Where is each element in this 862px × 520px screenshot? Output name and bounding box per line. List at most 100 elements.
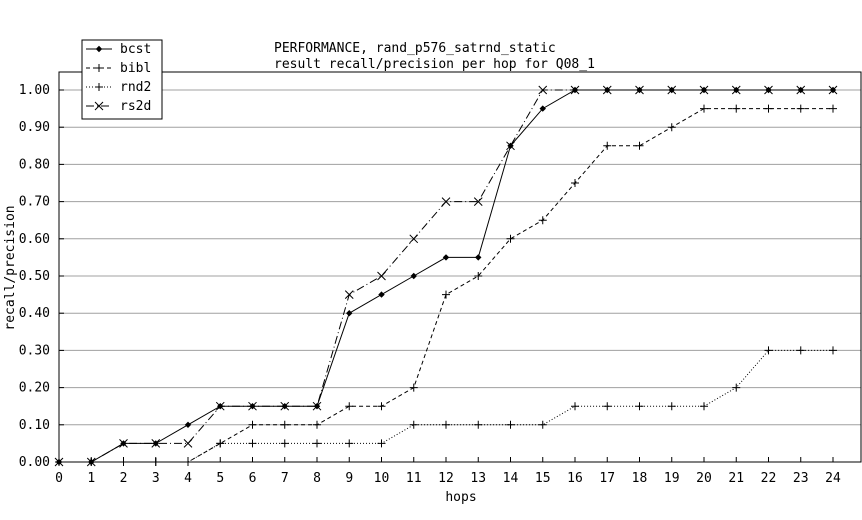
data-point [475,254,482,261]
data-point [54,457,64,467]
data-point [248,420,257,429]
x-axis-ticks: 0 1 2 3 4 5 6 7 8 9 10 11 12 13 14 15 16 17 18 19 20 21 22 23 24 [55,457,841,486]
x-tick-label: 23 [793,471,809,486]
x-tick-label: 3 [152,471,160,486]
legend-label-bcst: bcst [120,42,151,57]
data-point [731,85,741,95]
data-point [345,439,354,448]
series-rs2d [54,85,838,467]
y-axis-label: recall/precision [3,205,18,330]
x-tick-label: 9 [345,471,353,486]
data-point [442,290,450,299]
x-tick-label: 5 [216,471,224,486]
data-point [635,402,644,411]
data-point [280,401,290,411]
x-tick-label: 17 [599,471,615,486]
data-point [571,402,579,411]
y-tick-label: 0.10 [19,418,50,433]
y-tick-label: 0.20 [19,381,50,396]
data-point [442,420,450,429]
y-tick-label: 0.30 [19,343,50,358]
x-tick-label: 6 [249,471,257,486]
y-tick-label: 0.80 [19,157,50,172]
data-point [699,85,709,95]
legend-box [81,39,163,120]
x-tick-label: 15 [535,471,551,486]
data-point [377,271,386,281]
data-point [635,85,644,95]
data-point [280,439,289,448]
data-point [312,401,322,411]
data-point [667,85,677,95]
data-point [442,254,450,261]
data-point [441,197,451,206]
data-point [506,141,515,151]
data-point [409,420,418,429]
data-point [119,458,128,466]
data-point [474,420,483,429]
x-tick-label: 20 [696,471,712,486]
data-point [95,64,103,72]
x-axis-label: hops [445,490,476,505]
data-point [346,309,353,317]
data-point [184,421,192,429]
data-point [570,85,580,95]
data-point [215,401,225,411]
data-point [409,383,418,392]
y-tick-label: 0.70 [19,195,50,210]
data-point [635,141,644,150]
data-point [248,439,257,448]
y-tick-label: 1.00 [19,83,50,98]
data-point [603,402,612,411]
legend-label-bibl: bibl [120,61,151,76]
data-point [377,439,386,448]
plot-frame [58,71,862,463]
data-point [539,105,546,112]
legend-label-rs2d: rs2d [120,99,151,114]
data-point [313,439,321,448]
data-point [344,290,354,299]
data-point [667,402,676,411]
data-point [183,439,193,448]
data-point [345,402,354,411]
data-point [95,83,103,91]
x-tick-label: 16 [567,471,583,486]
x-tick-label: 4 [184,471,192,486]
x-tick-label: 24 [825,471,841,486]
x-tick-label: 13 [470,471,486,486]
data-point [764,104,773,113]
data-point [828,85,838,95]
y-tick-label: 0.50 [19,269,50,284]
data-point [700,402,708,411]
data-point [667,123,676,132]
y-tick-label: 0.60 [19,232,50,247]
data-point [538,420,547,429]
data-point [313,420,321,429]
data-point [732,104,741,113]
data-point [151,439,161,448]
data-point [602,85,612,95]
data-point [538,85,548,95]
series-group [54,85,838,467]
x-tick-label: 0 [55,471,63,486]
chart-subtitle: result recall/precision per hop for Q08_… [274,57,595,72]
data-point [216,439,225,448]
x-tick-label: 8 [313,471,321,486]
data-point [571,179,579,187]
data-point [410,272,417,280]
legend: bcst bibl rnd2 rs2d [81,39,163,120]
data-point [829,104,837,113]
data-point [700,104,708,113]
x-tick-label: 2 [120,471,128,486]
data-point [506,234,515,243]
x-tick-label: 19 [664,471,680,486]
data-point [538,216,547,225]
x-tick-label: 1 [87,471,95,486]
data-point [184,458,192,466]
x-tick-label: 22 [761,471,777,486]
y-tick-label: 0.00 [19,455,50,470]
data-point [95,45,103,53]
data-point [119,439,128,448]
data-point [473,197,483,206]
